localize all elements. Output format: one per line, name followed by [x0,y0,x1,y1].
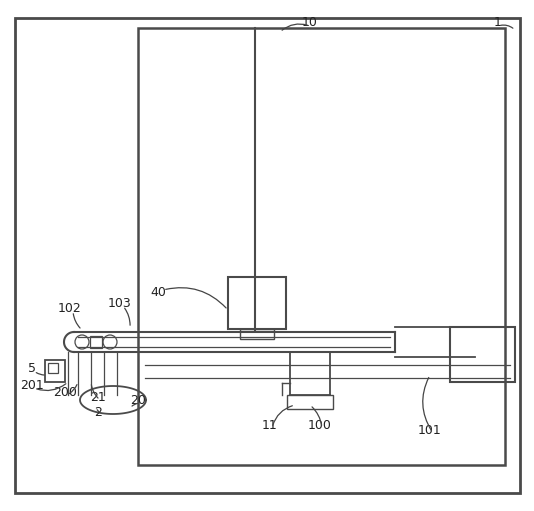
Text: 100: 100 [308,419,332,431]
Text: 1: 1 [494,15,502,29]
Text: 200: 200 [53,385,77,399]
Bar [45,360,65,382]
Text: 5: 5 [28,361,36,375]
Bar [138,28,505,465]
Bar [228,277,286,329]
Text: 40: 40 [150,286,166,298]
Text: 20: 20 [130,393,146,406]
Text: 21: 21 [90,390,106,404]
Bar [48,363,58,373]
Bar [450,327,515,382]
Text: 102: 102 [58,301,82,314]
Text: 11: 11 [262,419,278,431]
Text: 10: 10 [302,15,318,29]
Bar [240,329,274,339]
Text: 2: 2 [94,406,102,419]
Text: 101: 101 [418,424,442,436]
Text: 201: 201 [20,379,44,391]
Bar [287,395,333,409]
Text: 103: 103 [108,296,132,310]
Bar [90,336,102,348]
